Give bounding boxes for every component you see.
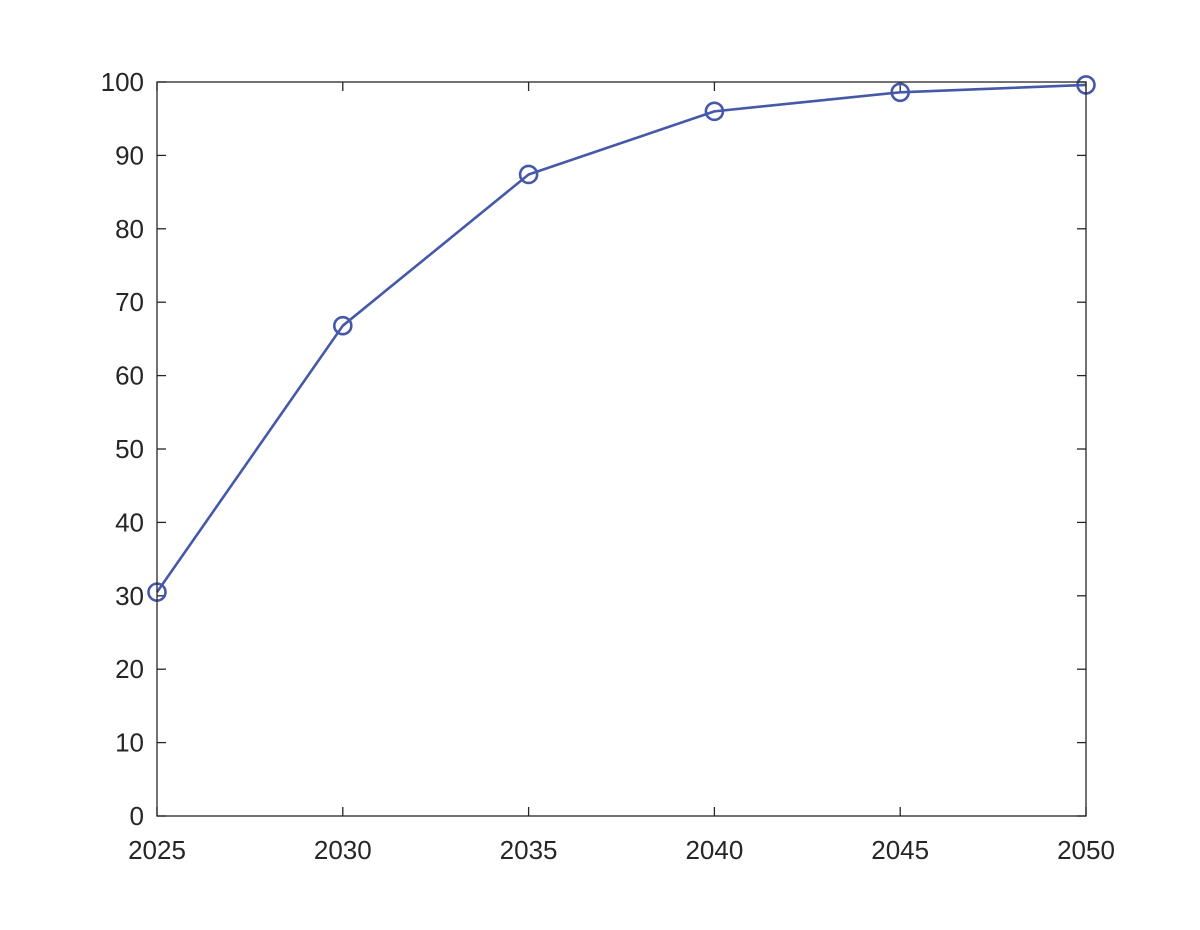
y-tick-label: 10 [115,728,144,758]
series-layer [147,75,1096,602]
data-point-marker [890,82,911,103]
y-tick-label: 60 [115,361,144,391]
axes-frame [156,81,1087,817]
y-tick-label: 0 [130,801,144,831]
x-tick-label: 2035 [500,835,558,865]
y-tick-label: 80 [115,214,144,244]
x-tick-label: 2025 [128,835,186,865]
data-point-marker [704,101,725,122]
y-tick-label: 90 [115,140,144,170]
data-point-marker [518,164,539,185]
y-tick-label: 30 [115,581,144,611]
y-tick-label: 20 [115,654,144,684]
axis-ticks [156,81,1087,817]
y-tick-label: 40 [115,507,144,537]
x-tick-label: 2030 [314,835,372,865]
x-tick-label: 2045 [871,835,929,865]
x-tick-label: 2050 [1057,835,1115,865]
series-line [155,83,1087,593]
y-tick-label: 70 [115,287,144,317]
x-tick-label: 2040 [685,835,743,865]
data-point-marker [332,315,353,336]
y-tick-label: 50 [115,434,144,464]
y-tick-label: 100 [101,67,144,97]
